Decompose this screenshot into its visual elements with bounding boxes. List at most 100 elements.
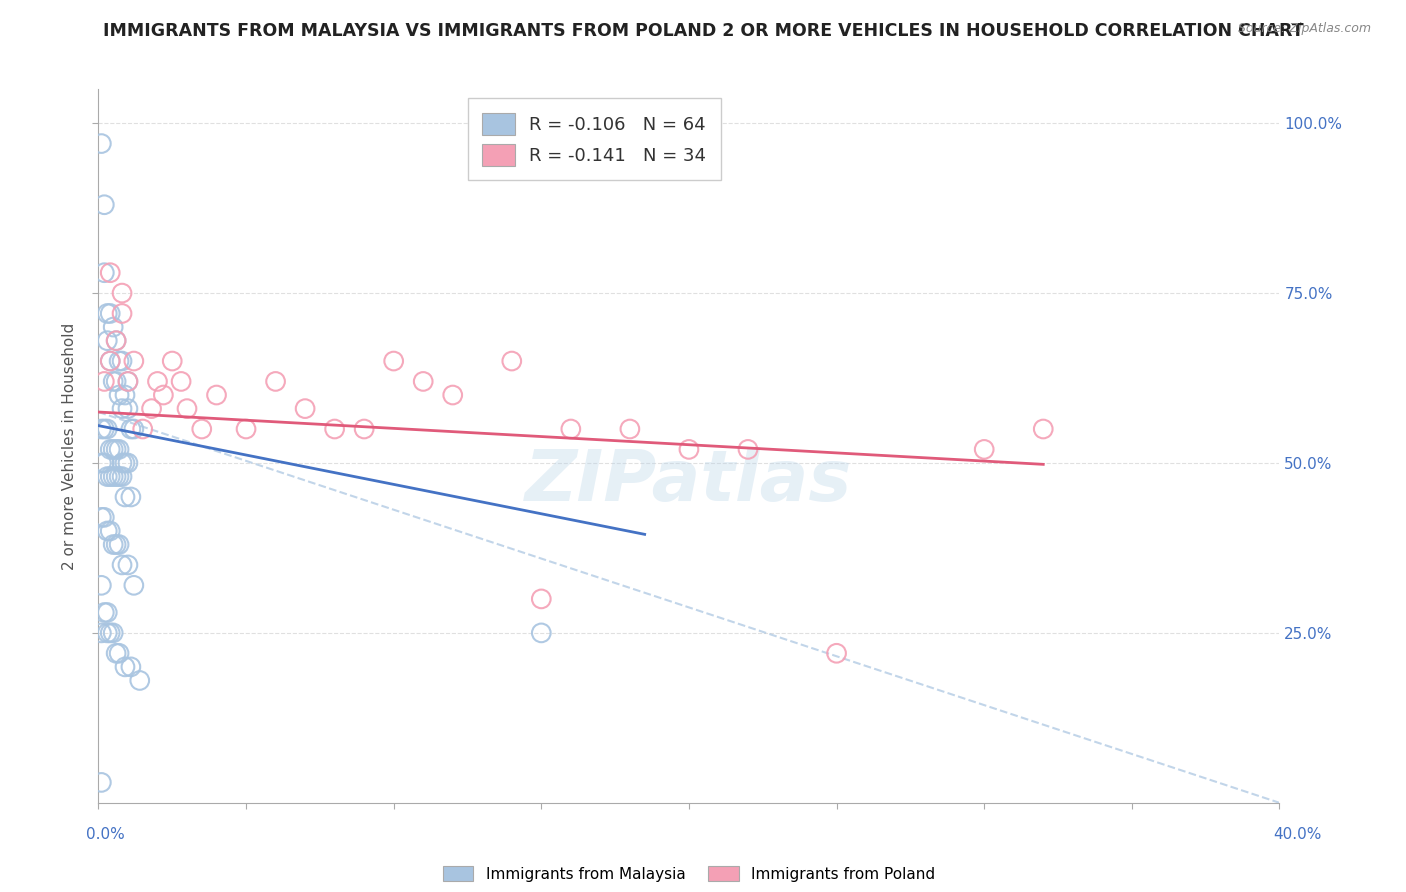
- Point: [120, 490, 142, 504]
- Point: [132, 422, 155, 436]
- Point: [108, 442, 131, 457]
- Point: [96, 306, 118, 320]
- Point: [560, 422, 582, 436]
- Point: [114, 388, 136, 402]
- Legend: Immigrants from Malaysia, Immigrants from Poland: Immigrants from Malaysia, Immigrants fro…: [437, 860, 941, 888]
- Point: [96, 469, 118, 483]
- Point: [973, 442, 995, 457]
- Point: [96, 524, 118, 538]
- Point: [103, 320, 125, 334]
- Point: [117, 558, 139, 572]
- Point: [93, 510, 115, 524]
- Point: [98, 354, 121, 368]
- Point: [825, 646, 848, 660]
- Point: [141, 401, 163, 416]
- Point: [90, 510, 112, 524]
- Point: [93, 606, 115, 620]
- Point: [98, 306, 121, 320]
- Point: [105, 646, 128, 660]
- Point: [111, 354, 134, 368]
- Point: [678, 442, 700, 457]
- Point: [152, 388, 174, 402]
- Point: [530, 626, 553, 640]
- Point: [103, 469, 125, 483]
- Point: [90, 456, 112, 470]
- Point: [619, 422, 641, 436]
- Point: [96, 334, 118, 348]
- Point: [323, 422, 346, 436]
- Point: [122, 578, 145, 592]
- Text: IMMIGRANTS FROM MALAYSIA VS IMMIGRANTS FROM POLAND 2 OR MORE VEHICLES IN HOUSEHO: IMMIGRANTS FROM MALAYSIA VS IMMIGRANTS F…: [103, 22, 1303, 40]
- Text: 40.0%: 40.0%: [1274, 827, 1322, 841]
- Point: [105, 334, 128, 348]
- Point: [96, 422, 118, 436]
- Point: [98, 354, 121, 368]
- Y-axis label: 2 or more Vehicles in Household: 2 or more Vehicles in Household: [62, 322, 77, 570]
- Point: [96, 606, 118, 620]
- Point: [1032, 422, 1054, 436]
- Point: [111, 558, 134, 572]
- Point: [103, 375, 125, 389]
- Point: [111, 401, 134, 416]
- Point: [105, 334, 128, 348]
- Point: [111, 456, 134, 470]
- Point: [98, 442, 121, 457]
- Point: [120, 660, 142, 674]
- Point: [128, 673, 150, 688]
- Point: [108, 469, 131, 483]
- Point: [162, 354, 183, 368]
- Point: [108, 646, 131, 660]
- Point: [294, 401, 316, 416]
- Point: [146, 375, 169, 389]
- Point: [117, 401, 139, 416]
- Point: [90, 775, 112, 789]
- Text: 0.0%: 0.0%: [86, 827, 125, 841]
- Point: [176, 401, 198, 416]
- Point: [90, 626, 112, 640]
- Point: [108, 354, 131, 368]
- Point: [264, 375, 287, 389]
- Point: [235, 422, 257, 436]
- Point: [117, 456, 139, 470]
- Point: [96, 626, 118, 640]
- Text: Source: ZipAtlas.com: Source: ZipAtlas.com: [1237, 22, 1371, 36]
- Point: [122, 422, 145, 436]
- Point: [501, 354, 523, 368]
- Point: [108, 388, 131, 402]
- Point: [441, 388, 464, 402]
- Point: [105, 442, 128, 457]
- Point: [93, 456, 115, 470]
- Point: [191, 422, 214, 436]
- Point: [114, 456, 136, 470]
- Point: [98, 469, 121, 483]
- Point: [530, 591, 553, 606]
- Point: [114, 490, 136, 504]
- Point: [111, 306, 134, 320]
- Point: [114, 660, 136, 674]
- Point: [103, 442, 125, 457]
- Point: [382, 354, 405, 368]
- Point: [105, 469, 128, 483]
- Point: [90, 136, 112, 151]
- Point: [93, 375, 115, 389]
- Point: [117, 375, 139, 389]
- Point: [205, 388, 228, 402]
- Point: [98, 524, 121, 538]
- Point: [93, 266, 115, 280]
- Point: [120, 422, 142, 436]
- Point: [412, 375, 434, 389]
- Point: [111, 469, 134, 483]
- Point: [98, 266, 121, 280]
- Point: [737, 442, 759, 457]
- Point: [93, 422, 115, 436]
- Point: [93, 198, 115, 212]
- Point: [122, 354, 145, 368]
- Point: [170, 375, 193, 389]
- Point: [103, 626, 125, 640]
- Point: [98, 626, 121, 640]
- Point: [105, 375, 128, 389]
- Point: [353, 422, 375, 436]
- Point: [90, 578, 112, 592]
- Point: [103, 537, 125, 551]
- Point: [108, 537, 131, 551]
